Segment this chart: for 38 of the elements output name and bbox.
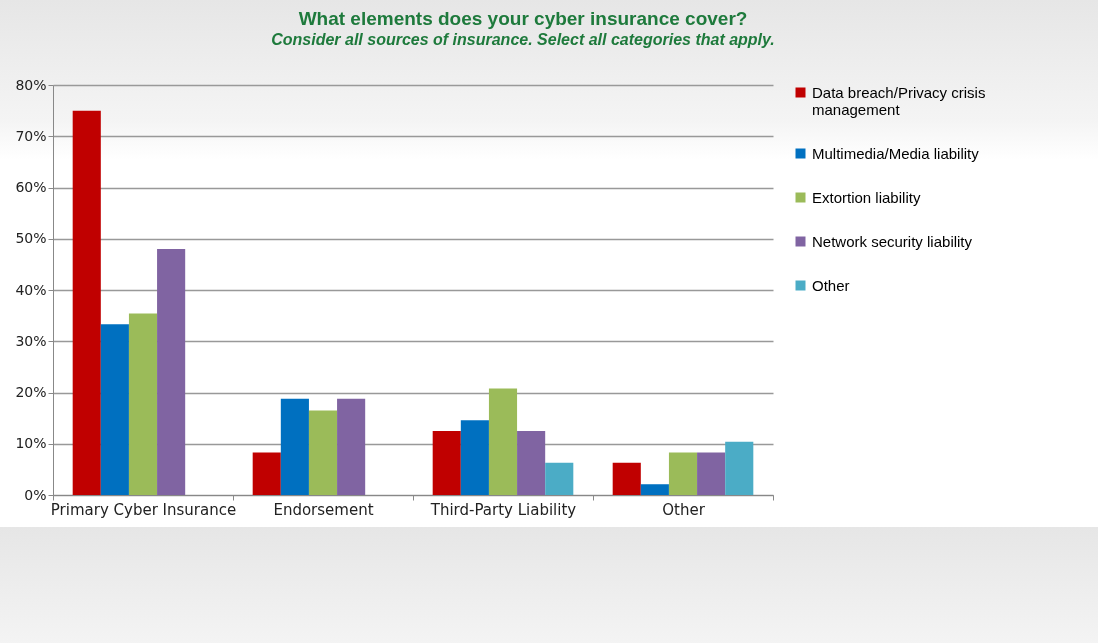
bar: [640, 484, 669, 495]
chart-subtitle: Consider all sources of insurance. Select all categories that apply.: [271, 31, 775, 48]
legend-label: Network security liability: [812, 232, 973, 250]
bar: [157, 249, 186, 495]
y-tick-label: 20%: [15, 384, 47, 400]
bar: [488, 388, 518, 495]
bar: [517, 430, 546, 495]
bar: [252, 452, 281, 495]
legend-label: Multimedia/Media liability: [812, 144, 980, 162]
bar: [337, 398, 366, 495]
x-tick-label: Endorsement: [273, 500, 374, 519]
y-tick-label: 40%: [15, 281, 47, 298]
bar: [72, 110, 101, 495]
bar: [100, 324, 129, 495]
bar: [460, 420, 489, 495]
bar: [128, 313, 158, 495]
y-tick-label: 70%: [15, 127, 47, 144]
bar: [308, 410, 338, 495]
y-tick-label: 50%: [15, 230, 47, 247]
bar: [612, 462, 641, 495]
bar: [280, 398, 309, 495]
bar: [432, 430, 461, 495]
x-tick-label: Other: [662, 500, 706, 519]
bar: [725, 441, 754, 495]
y-tick-label: 10%: [15, 435, 47, 452]
y-tick-label: 60%: [15, 179, 47, 195]
y-tick-label: 0%: [24, 486, 47, 503]
bar: [545, 462, 574, 495]
legend-label: Extortion liability: [812, 188, 921, 206]
legend-label: Data breach/Privacy crisis management: [812, 83, 986, 118]
x-tick-label: Third-Party Liability: [429, 500, 577, 519]
legend-label: Other: [812, 276, 850, 294]
chart-title: What elements does your cyber insurance cover?: [298, 8, 748, 29]
x-tick-label: Primary Cyber Insurance: [50, 500, 237, 519]
bar: [668, 452, 698, 495]
bar: [697, 452, 726, 495]
y-tick-label: 30%: [15, 332, 47, 349]
y-tick-label: 80%: [15, 76, 47, 93]
